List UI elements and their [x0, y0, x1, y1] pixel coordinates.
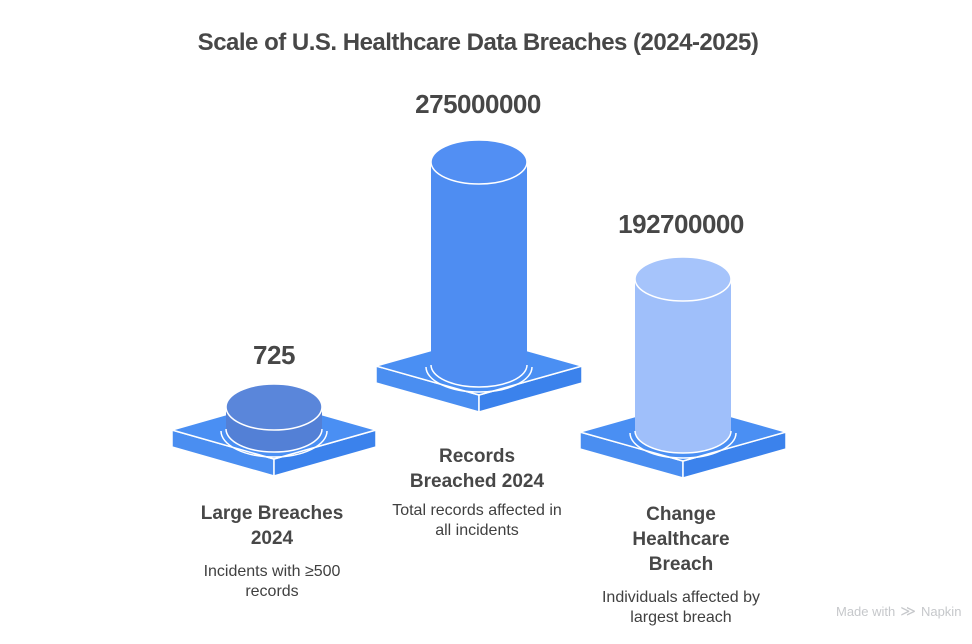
cylinder-top — [634, 256, 732, 302]
value-label-large-breaches: 725 — [253, 340, 295, 370]
description-line: Total records affected in — [392, 502, 562, 519]
description-line: Individuals affected by — [601, 589, 761, 606]
cylinder-body — [431, 162, 527, 387]
description-line: records — [245, 583, 299, 600]
category-label-line: Records — [438, 446, 516, 467]
cylinder-top — [225, 383, 323, 431]
description-line: all incidents — [435, 522, 519, 539]
cylinder-top — [430, 139, 528, 185]
category-label-line: Breach — [648, 554, 714, 575]
value-label-change-healthcare: 192700000 — [618, 209, 744, 239]
description-change-healthcare: Individuals affected by largest breach — [602, 588, 760, 628]
category-label-line: 2024 — [250, 528, 294, 549]
contact-arc — [629, 432, 737, 459]
category-label-large-breaches: Large Breaches 2024 — [201, 501, 344, 551]
contact-arc — [220, 430, 328, 458]
napkin-brand-text: Napkin — [920, 604, 962, 619]
cylinder-bottom-rim-arc — [225, 428, 323, 453]
chart-title: Scale of U.S. Healthcare Data Breaches (… — [197, 29, 759, 56]
cylinder-body — [635, 279, 731, 453]
bar-group-records-breached — [375, 139, 583, 413]
value-label-records-breached: 275000000 — [415, 89, 541, 119]
category-label-records-breached: Records Breached 2024 — [410, 444, 544, 494]
description-records-breached: Total records affected in all incidents — [392, 501, 562, 541]
bar-group-change-healthcare — [579, 256, 787, 479]
watermark-prefix-text: Made with — [836, 604, 896, 619]
description-large-breaches: Incidents with ≥500 records — [204, 562, 341, 602]
category-label-change-healthcare: Change Healthcare Breach — [632, 502, 729, 577]
napkin-watermark[interactable]: Made with ≫ Napkin — [836, 604, 961, 619]
category-label-line: Healthcare — [632, 529, 730, 550]
bar-group-large-breaches — [171, 383, 377, 477]
cylinder-bottom-rim-arc — [430, 364, 528, 388]
description-line: largest breach — [630, 609, 732, 626]
napkin-logo-icon: ≫ — [900, 603, 916, 620]
cylinder-bottom-rim-arc — [634, 430, 732, 454]
category-label-line: Breached 2024 — [409, 471, 545, 492]
category-label-line: Change — [646, 504, 716, 525]
description-line: Incidents with ≥500 — [203, 563, 341, 580]
category-label-line: Large Breaches — [200, 503, 344, 524]
contact-arc — [425, 366, 533, 393]
